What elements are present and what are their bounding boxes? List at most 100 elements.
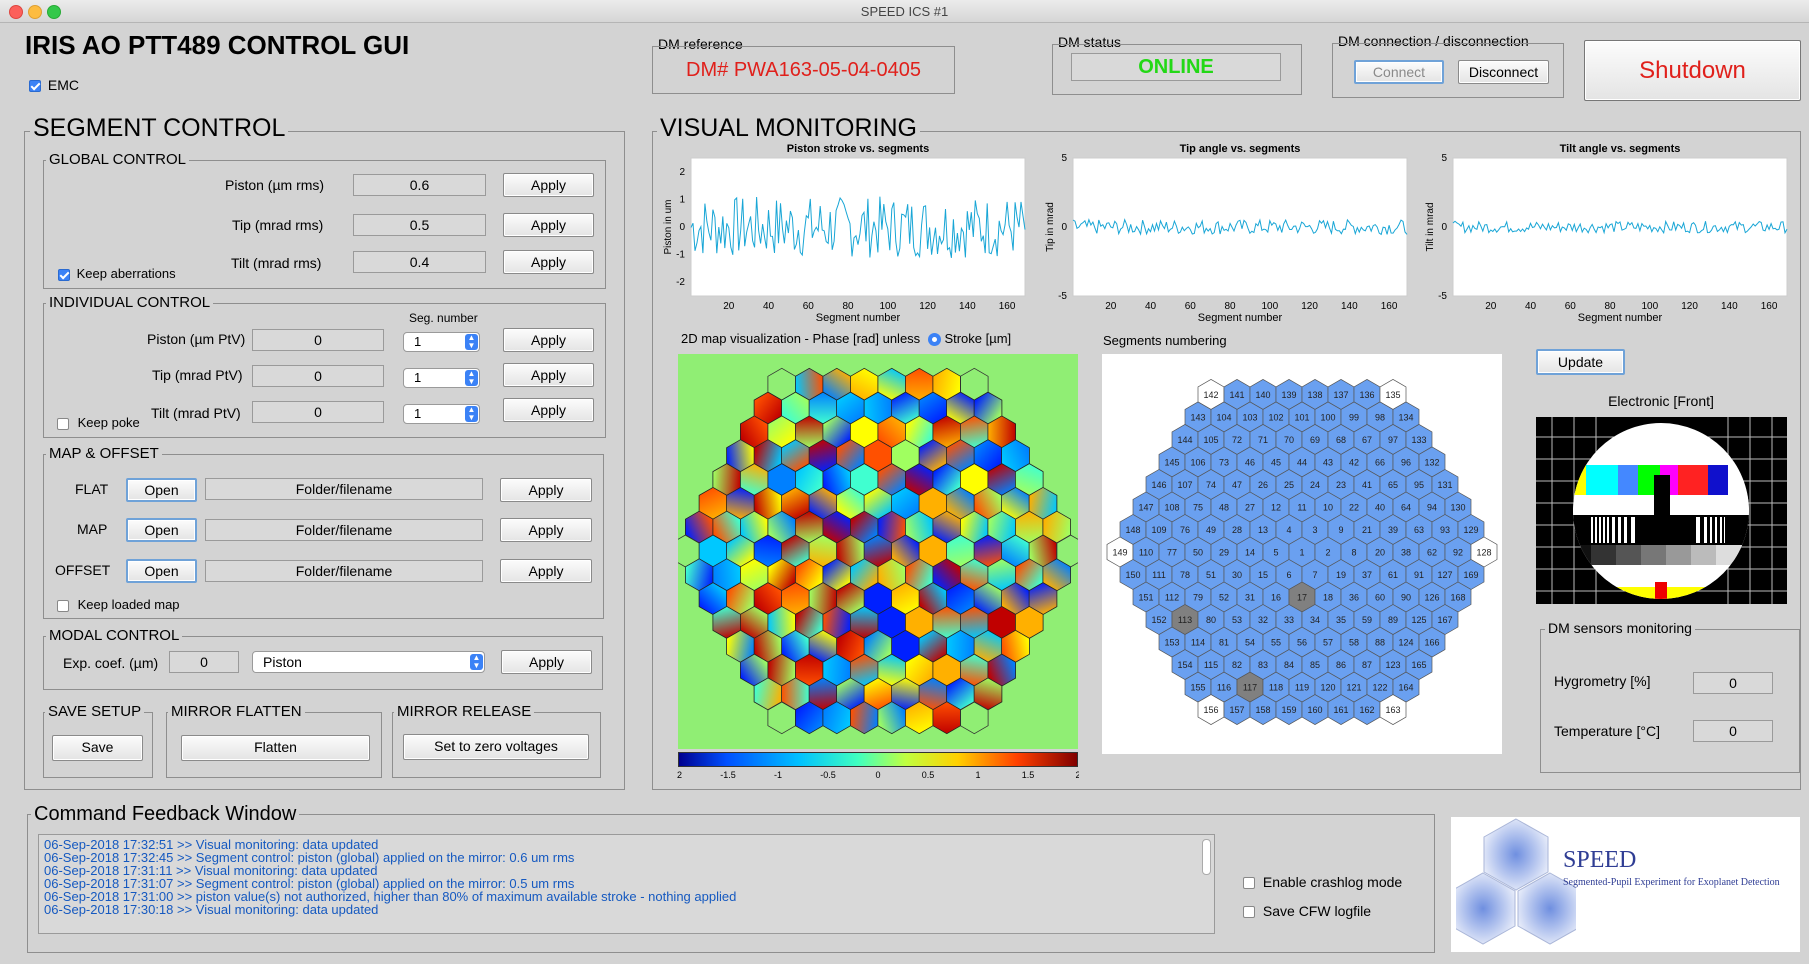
ind-tip-apply-button[interactable]: Apply xyxy=(503,363,594,387)
keep-aberrations-checkbox[interactable] xyxy=(58,268,70,281)
segment-number: 141 xyxy=(1229,390,1244,400)
feedback-log[interactable]: 06-Sep-2018 17:32:51 >> Visual monitorin… xyxy=(38,834,1215,934)
global-tip-label: Tip (mrad rms) xyxy=(232,217,324,233)
map-open-button[interactable]: Open xyxy=(126,518,197,542)
segment-number: 33 xyxy=(1284,615,1294,625)
global-tip-input[interactable]: 0.5 xyxy=(353,214,486,236)
segment-number: 102 xyxy=(1268,412,1283,422)
segment-number: 169 xyxy=(1463,570,1478,580)
x-tick-label: 80 xyxy=(842,301,854,312)
flat-apply-button[interactable]: Apply xyxy=(500,478,592,502)
x-tick-label: 100 xyxy=(1641,301,1658,312)
flatten-button[interactable]: Flatten xyxy=(181,735,370,761)
segment-number: 16 xyxy=(1271,593,1281,603)
ind-tilt-seg-select[interactable]: 1 ▲ ▼ xyxy=(403,404,480,424)
connect-button[interactable]: Connect xyxy=(1354,60,1444,84)
emc-checkbox-row[interactable]: EMC xyxy=(29,77,79,93)
set-zero-voltages-button[interactable]: Set to zero voltages xyxy=(403,734,589,760)
emc-label: EMC xyxy=(47,77,80,93)
data-series-line xyxy=(1452,219,1788,235)
ind-tilt-input[interactable]: 0 xyxy=(252,401,384,423)
keep-loaded-map-checkbox[interactable] xyxy=(57,599,69,612)
electronic-label: Electronic [Front] xyxy=(1608,393,1714,409)
save-button[interactable]: Save xyxy=(52,735,143,761)
cfw-label: Save CFW logfile xyxy=(1262,903,1372,919)
ind-piston-input[interactable]: 0 xyxy=(252,329,384,351)
update-button[interactable]: Update xyxy=(1536,349,1625,375)
global-piston-apply-button[interactable]: Apply xyxy=(503,173,594,197)
crashlog-checkbox[interactable] xyxy=(1243,877,1255,890)
segment-number: 52 xyxy=(1219,593,1229,603)
crashlog-row[interactable]: Enable crashlog mode xyxy=(1243,874,1402,890)
stepper-arrows-icon[interactable]: ▲ ▼ xyxy=(465,334,478,350)
segment-number: 146 xyxy=(1151,480,1166,490)
segment-number: 50 xyxy=(1193,548,1203,558)
segment-number: 4 xyxy=(1286,525,1291,535)
global-tilt-input[interactable]: 0.4 xyxy=(353,251,486,273)
segment-hex[interactable]: 163 xyxy=(1379,694,1407,726)
segment-number: 90 xyxy=(1401,593,1411,603)
ind-tilt-apply-button[interactable]: Apply xyxy=(503,398,594,422)
modal-apply-button[interactable]: Apply xyxy=(501,650,592,674)
offset-open-button[interactable]: Open xyxy=(126,559,197,583)
feedback-scrollbar[interactable] xyxy=(1202,837,1211,931)
cfw-checkbox[interactable] xyxy=(1243,906,1255,919)
stepper-arrows-icon[interactable]: ▲ ▼ xyxy=(465,406,478,422)
keep-aberrations-row[interactable]: Keep aberrations xyxy=(58,266,176,281)
emc-checkbox[interactable] xyxy=(29,80,41,93)
segment-number: 125 xyxy=(1411,615,1426,625)
flat-file-field[interactable]: Folder/filename xyxy=(205,478,483,500)
global-tip-apply-button[interactable]: Apply xyxy=(503,213,594,237)
modal-control-title: MODAL CONTROL xyxy=(46,627,183,644)
keep-poke-row[interactable]: Keep poke xyxy=(57,415,140,430)
cfw-row[interactable]: Save CFW logfile xyxy=(1243,903,1371,919)
y-tick-label: 5 xyxy=(1441,153,1447,164)
ind-piston-seg-select[interactable]: 1 ▲ ▼ xyxy=(403,332,480,352)
x-tick-label: 80 xyxy=(1224,301,1236,312)
dm-status-box: ONLINE xyxy=(1052,44,1302,95)
offset-file-field[interactable]: Folder/filename xyxy=(205,560,483,582)
ind-tip-seg-select[interactable]: 1 ▲ ▼ xyxy=(403,368,480,388)
segment-number: 30 xyxy=(1232,570,1242,580)
segment-number: 98 xyxy=(1375,412,1385,422)
exp-coef-input[interactable]: 0 xyxy=(169,651,239,673)
segment-number: 78 xyxy=(1180,570,1190,580)
global-tilt-apply-button[interactable]: Apply xyxy=(503,250,594,274)
stroke-radio[interactable] xyxy=(927,333,941,347)
offset-apply-button[interactable]: Apply xyxy=(500,559,592,583)
modal-mode-select[interactable]: Piston ▲ ▼ xyxy=(252,651,485,673)
segment-number: 66 xyxy=(1375,457,1385,467)
window-title: SPEED ICS #1 xyxy=(860,4,949,19)
disconnect-button[interactable]: Disconnect xyxy=(1458,60,1549,84)
segment-number: 76 xyxy=(1180,525,1190,535)
dropdown-arrows-icon[interactable]: ▲ ▼ xyxy=(470,654,483,670)
segment-number: 136 xyxy=(1359,390,1374,400)
shutdown-button[interactable]: Shutdown xyxy=(1584,40,1801,101)
mirror-flatten-title: MIRROR FLATTEN xyxy=(168,703,305,720)
keep-poke-checkbox[interactable] xyxy=(57,417,69,430)
close-window-button[interactable] xyxy=(9,5,23,19)
segments-numbering-title: Segments numbering xyxy=(1103,333,1227,348)
segment-number: 70 xyxy=(1284,435,1294,445)
map-file-field[interactable]: Folder/filename xyxy=(205,519,483,541)
flat-label: FLAT xyxy=(75,481,109,497)
keep-loaded-map-row[interactable]: Keep loaded map xyxy=(57,597,180,612)
segment-number: 151 xyxy=(1138,593,1153,603)
map-apply-button[interactable]: Apply xyxy=(500,518,592,542)
segment-number: 65 xyxy=(1388,480,1398,490)
segment-number: 168 xyxy=(1450,593,1465,603)
stepper-arrows-icon[interactable]: ▲ ▼ xyxy=(465,370,478,386)
ind-tip-input[interactable]: 0 xyxy=(252,365,384,387)
minimize-window-button[interactable] xyxy=(28,5,42,19)
plot-title: Tilt angle vs. segments xyxy=(1560,143,1681,155)
zoom-window-button[interactable] xyxy=(47,5,61,19)
segment-number: 34 xyxy=(1310,615,1320,625)
scrollbar-thumb[interactable] xyxy=(1202,839,1211,875)
global-piston-input[interactable]: 0.6 xyxy=(353,174,486,196)
x-axis-label: Segment number xyxy=(1198,312,1283,324)
segment-number: 27 xyxy=(1245,502,1255,512)
map-label: MAP xyxy=(77,521,108,537)
flat-open-button[interactable]: Open xyxy=(126,478,197,502)
segment-number: 38 xyxy=(1401,548,1411,558)
ind-piston-apply-button[interactable]: Apply xyxy=(503,328,594,352)
